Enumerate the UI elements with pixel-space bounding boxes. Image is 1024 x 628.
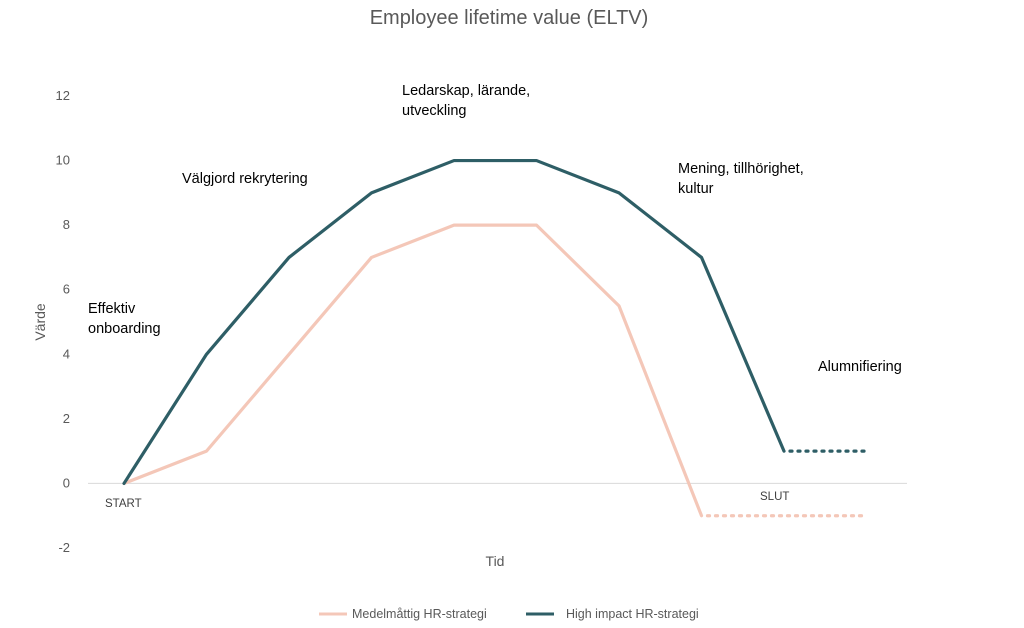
annotation-label: Ledarskap, lärande, utveckling (402, 83, 530, 119)
annotation-label: Effektiv onboarding (88, 301, 161, 337)
annotation-label: Mening, tillhörighet, kultur (678, 161, 804, 197)
annotation-label: Välgjord rekrytering (182, 171, 308, 187)
series-layer (122, 158, 869, 518)
annotations: Effektiv onboarding Välgjord rekrytering Le… (88, 83, 902, 375)
start-label: START (105, 498, 142, 510)
y-tick-label: -2 (58, 540, 70, 555)
y-tick-label: 0 (63, 475, 70, 490)
y-axis-title: Värde (32, 303, 48, 341)
y-tick-label: 8 (63, 217, 70, 232)
series-line-1 (122, 223, 704, 518)
end-label: SLUT (760, 491, 789, 503)
y-tick-labels: -2 0 2 4 6 8 10 12 (56, 88, 70, 555)
y-tick-label: 10 (56, 153, 70, 168)
x-axis-title: Tid (486, 553, 505, 569)
y-tick-label: 2 (63, 411, 70, 426)
legend: Medelmåttig HR-strategi High impact HR-st… (319, 607, 699, 621)
chart-title: Employee lifetime value (ELTV) (370, 7, 649, 29)
legend-label-2: High impact HR-strategi (566, 607, 699, 621)
y-tick-label: 4 (63, 346, 70, 361)
series-line-2 (122, 158, 786, 486)
y-tick-label: 6 (63, 282, 70, 297)
annotation-label: Alumnifiering (818, 359, 902, 375)
y-tick-label: 12 (56, 88, 70, 103)
legend-label-1: Medelmåttig HR-strategi (352, 607, 487, 621)
